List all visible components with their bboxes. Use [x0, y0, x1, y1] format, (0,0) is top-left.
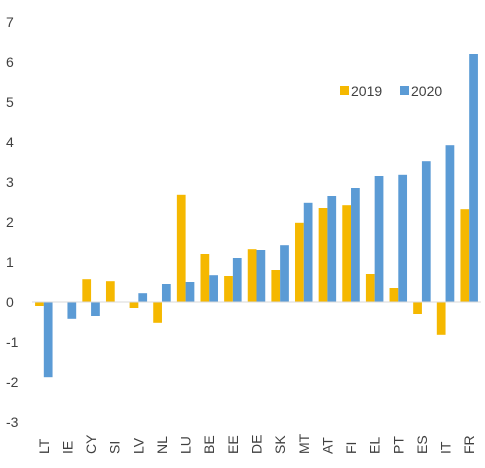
category-label: LU: [178, 436, 194, 454]
bar-2020-EE: [232, 258, 242, 302]
y-tick-label: -2: [6, 374, 19, 390]
category-label: DE: [249, 435, 265, 454]
bar-2019-NL: [153, 302, 162, 323]
bar-2020-AT: [327, 196, 337, 302]
category-label: EL: [367, 437, 383, 454]
bar-2019-EL: [365, 274, 375, 302]
category-label: FR: [461, 435, 477, 454]
bar-2020-LU: [185, 282, 195, 302]
bar-2019-PT: [389, 288, 399, 302]
bar-2020-FR: [469, 54, 478, 302]
category-label: SI: [107, 441, 123, 454]
bar-2020-NL: [161, 284, 171, 302]
bars: [35, 54, 478, 378]
category-label: IT: [438, 441, 454, 454]
bar-2019-LV: [129, 302, 139, 308]
bar-2020-ES: [421, 161, 431, 302]
bar-2019-CY: [82, 279, 92, 302]
category-label: LV: [130, 437, 146, 454]
y-tick-label: 4: [6, 134, 14, 150]
bar-2020-PT: [398, 174, 408, 302]
category-label: LT: [36, 438, 52, 454]
bar-2020-CY: [91, 302, 100, 316]
bar-2019-DE: [247, 249, 257, 302]
legend-swatch-2020: [400, 86, 409, 95]
y-tick-label: 5: [6, 94, 14, 110]
bar-2020-IE: [67, 302, 77, 319]
y-axis-ticks: -3 -2 -1 0 1 2 3 4 5 6 7: [6, 14, 19, 430]
category-label: FI: [343, 442, 359, 454]
legend: 2019 2020: [340, 83, 442, 99]
bar-2019-FR: [460, 209, 470, 302]
bar-2020-IT: [445, 145, 455, 302]
bar-2019-LT: [35, 302, 44, 306]
y-tick-label: 2: [6, 214, 14, 230]
y-tick-label: 6: [6, 54, 14, 70]
y-tick-label: 0: [6, 294, 14, 310]
category-label: IE: [59, 441, 75, 454]
y-tick-label: 3: [6, 174, 14, 190]
bar-2019-ES: [413, 302, 422, 314]
bar-2020-LV: [138, 293, 148, 302]
bar-2020-EL: [374, 176, 384, 302]
bar-2019-AT: [318, 208, 328, 302]
y-tick-label: 1: [6, 254, 14, 270]
bar-2020-DE: [256, 250, 266, 302]
category-label: PT: [390, 436, 406, 454]
bar-2019-LU: [176, 194, 186, 302]
category-label: MT: [296, 433, 312, 454]
bar-2019-EE: [224, 276, 233, 302]
bar-2019-SK: [271, 270, 281, 302]
category-label: AT: [319, 437, 335, 454]
legend-label: 2020: [411, 83, 442, 99]
bar-2019-IT: [436, 302, 446, 335]
y-tick-label: -3: [6, 414, 19, 430]
category-label: EE: [225, 435, 241, 454]
bar-2019-MT: [295, 222, 304, 302]
bar-2019-FI: [342, 205, 352, 302]
legend-label: 2019: [351, 83, 382, 99]
category-label: BE: [201, 435, 217, 454]
category-label: ES: [414, 435, 430, 454]
y-tick-label: 7: [6, 14, 14, 30]
legend-swatch-2019: [340, 86, 349, 95]
bar-2020-FI: [351, 188, 360, 302]
bar-2020-BE: [209, 275, 218, 302]
category-label: SK: [272, 435, 288, 454]
bar-2019-BE: [200, 254, 210, 302]
y-tick-label: -1: [6, 334, 19, 350]
category-label: CY: [83, 434, 99, 454]
x-axis-category-labels: LT IE CY SI LV NL LU BE EE DE SK MT AT FI EL PT ES IT FR: [36, 433, 477, 454]
bar-2020-SK: [280, 245, 289, 302]
bar-2020-LT: [43, 302, 53, 378]
bar-2020-MT: [303, 202, 313, 302]
bar-2019-SI: [105, 281, 115, 302]
category-label: NL: [154, 436, 170, 454]
